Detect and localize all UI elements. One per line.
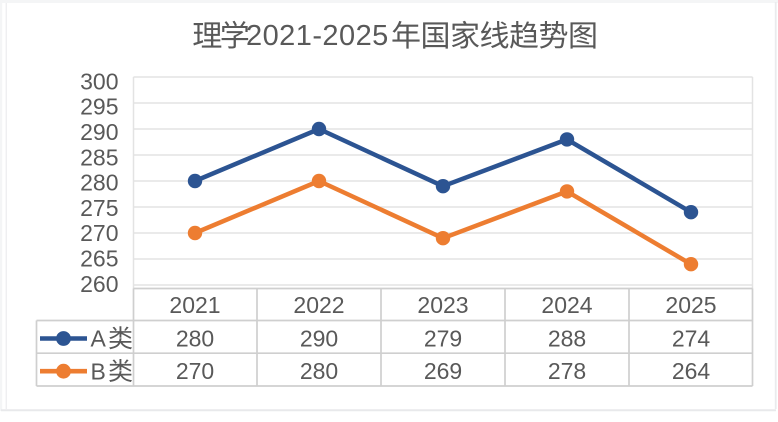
svg-text:290: 290 — [300, 326, 338, 352]
svg-text:270: 270 — [80, 220, 118, 246]
svg-text:280: 280 — [176, 326, 214, 352]
svg-text:285: 285 — [80, 144, 118, 170]
svg-text:300: 300 — [80, 68, 118, 94]
svg-text:275: 275 — [80, 195, 118, 221]
svg-text:264: 264 — [672, 358, 711, 384]
svg-text:269: 269 — [424, 358, 462, 384]
svg-text:295: 295 — [80, 94, 118, 120]
svg-text:2025: 2025 — [665, 292, 716, 318]
svg-text:260: 260 — [80, 271, 118, 297]
svg-text:288: 288 — [548, 326, 586, 352]
svg-text:A: A — [91, 326, 107, 352]
svg-text:280: 280 — [80, 170, 118, 196]
svg-text:B: B — [91, 358, 106, 384]
svg-text:280: 280 — [300, 358, 338, 384]
svg-text:278: 278 — [548, 358, 586, 384]
svg-text:270: 270 — [176, 358, 214, 384]
svg-text:2023: 2023 — [417, 292, 468, 318]
svg-text:2024: 2024 — [541, 292, 592, 318]
svg-text:2021: 2021 — [169, 292, 220, 318]
svg-text:2022: 2022 — [293, 292, 344, 318]
svg-text:274: 274 — [672, 326, 711, 352]
svg-text:290: 290 — [80, 119, 118, 145]
svg-text:265: 265 — [80, 246, 118, 272]
svg-text:2021-2025: 2021-2025 — [246, 20, 389, 52]
svg-text:279: 279 — [424, 326, 462, 352]
